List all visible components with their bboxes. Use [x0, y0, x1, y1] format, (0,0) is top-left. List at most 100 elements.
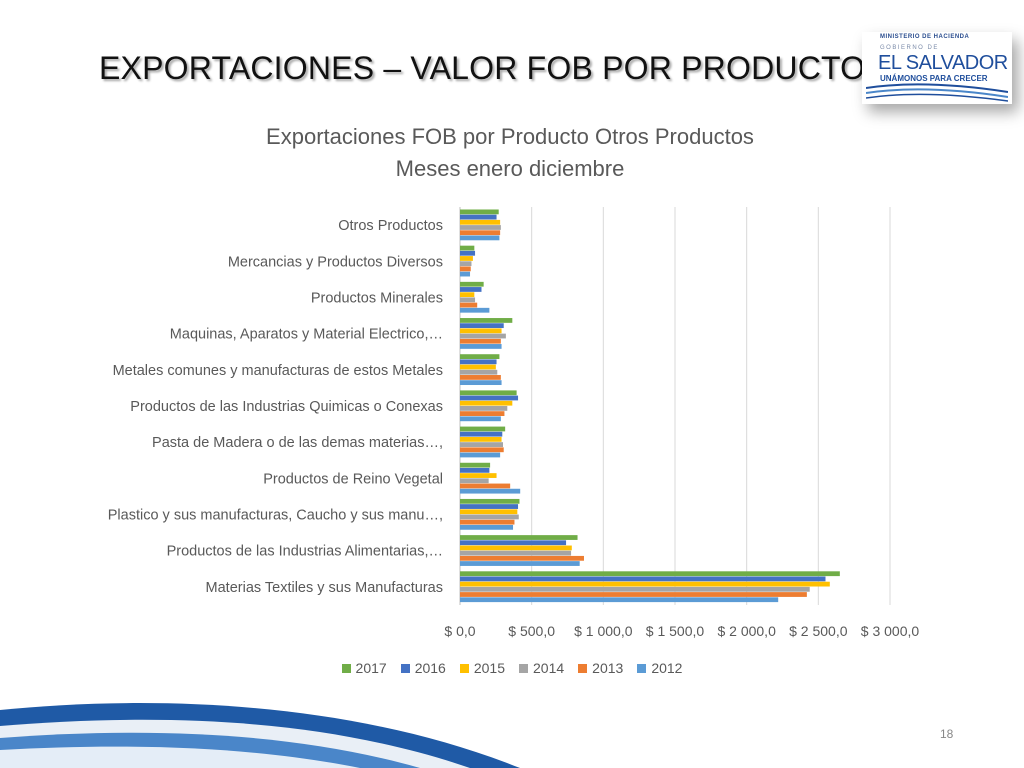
bar-2017 — [460, 354, 500, 360]
bar-2012 — [460, 452, 501, 458]
legend-item-2015: 2015 — [459, 660, 505, 676]
logo-ministry-text: MINISTERIO DE HACIENDA — [880, 34, 970, 40]
legend-item-2016: 2016 — [400, 660, 446, 676]
bar-2013 — [460, 447, 504, 453]
bar-2015 — [460, 400, 513, 406]
bar-2014 — [460, 586, 810, 592]
bar-2015 — [460, 364, 496, 370]
bar-2013 — [460, 519, 515, 525]
bar-2012 — [460, 307, 490, 313]
bar-2014 — [460, 225, 501, 230]
bar-2013 — [460, 266, 471, 272]
legend-swatch — [519, 663, 528, 673]
bar-2017 — [460, 426, 506, 432]
bar-2012 — [460, 235, 500, 241]
category-label: Materias Textiles y sus Manufacturas — [206, 580, 443, 596]
bar-2013 — [460, 375, 501, 380]
bar-2017 — [460, 498, 520, 504]
bar-2015 — [460, 436, 502, 442]
legend-label: 2016 — [414, 660, 446, 676]
bar-2014 — [460, 478, 489, 484]
legend-label: 2017 — [355, 660, 387, 676]
bar-2017 — [460, 390, 517, 396]
decorative-waves — [0, 703, 520, 768]
bar-2013 — [460, 411, 505, 416]
legend-label: 2014 — [533, 660, 565, 676]
logo-country-text: EL SALVADOR — [878, 52, 1008, 74]
chart-legend: 2017 2016 2015 2014 2013 2012 — [0, 660, 1024, 676]
category-label: Mercancias y Productos Diversos — [228, 254, 443, 270]
bar-2014 — [460, 442, 503, 447]
bar-2016 — [460, 250, 476, 256]
category-label: Productos Minerales — [311, 290, 443, 306]
bar-2017 — [460, 281, 484, 287]
legend-swatch — [341, 663, 351, 673]
chart-subtitle: Meses enero diciembre — [395, 156, 625, 181]
legend-swatch — [459, 663, 469, 673]
bar-2017 — [460, 318, 513, 323]
bar-2016 — [460, 287, 482, 292]
legend-swatch — [400, 663, 410, 673]
bar-2012 — [460, 597, 779, 603]
bar-2015 — [460, 219, 501, 225]
category-label: Plastico y sus manufacturas, Caucho y su… — [108, 508, 443, 524]
bar-2013 — [460, 230, 501, 236]
bar-2015 — [460, 509, 518, 515]
bar-2014 — [460, 297, 476, 303]
bar-2016 — [460, 323, 504, 329]
bar-2016 — [460, 540, 567, 546]
legend-item-2012: 2012 — [637, 660, 682, 676]
bar-2014 — [460, 514, 519, 520]
page-number: 18 — [940, 727, 954, 741]
logo-tagline-text: UNÁMONOS PARA CRECER — [880, 74, 988, 83]
bar-2015 — [460, 292, 475, 298]
legend-label: 2013 — [592, 660, 624, 676]
legend-item-2014: 2014 — [519, 660, 564, 676]
x-tick-label: $ 3 000,0 — [861, 623, 920, 639]
bar-2014 — [460, 406, 508, 411]
logo-government-text: GOBIERNO DE — [880, 45, 939, 51]
category-label: Productos de las Industrias Alimentarias… — [167, 544, 443, 560]
bar-2015 — [460, 473, 497, 478]
bar-2016 — [460, 359, 497, 365]
slide-title: EXPORTACIONES – VALOR FOB POR PRODUCTOS — [99, 50, 887, 86]
bar-2012 — [460, 561, 580, 566]
bar-2013 — [460, 592, 807, 597]
bar-2012 — [460, 488, 521, 494]
el-salvador-logo: MINISTERIO DE HACIENDA GOBIERNO DE EL SA… — [862, 32, 1012, 104]
bar-2012 — [460, 416, 501, 422]
category-label: Productos de las Industrias Quimicas o C… — [130, 399, 443, 415]
bar-2016 — [460, 504, 519, 509]
bar-2013 — [460, 555, 584, 561]
bar-2017 — [460, 462, 491, 468]
legend-item-2017: 2017 — [341, 660, 387, 676]
x-tick-label: $ 1 500,0 — [646, 623, 705, 639]
category-label: Otros Productos — [338, 218, 443, 234]
bar-2017 — [460, 535, 578, 540]
x-tick-label: $ 500,0 — [508, 623, 555, 639]
bar-2014 — [460, 369, 498, 375]
bar-2012 — [460, 524, 514, 530]
bar-2017 — [460, 209, 499, 215]
legend-swatch — [637, 663, 647, 673]
category-label: Pasta de Madera o de las demas materias…… — [152, 435, 443, 451]
chart-title: Exportaciones FOB por Producto Otros Pro… — [266, 124, 754, 149]
legend-label: 2015 — [473, 660, 505, 676]
bar-2016 — [460, 576, 826, 582]
bar-2014 — [460, 333, 506, 339]
x-tick-label: $ 2 000,0 — [717, 623, 776, 639]
bar-2017 — [460, 571, 840, 577]
bar-2012 — [460, 271, 471, 277]
logo-waves-icon — [866, 83, 1008, 102]
x-tick-label: $ 1 000,0 — [574, 623, 633, 639]
bar-2016 — [460, 467, 490, 473]
bar-2017 — [460, 245, 475, 251]
category-label: Maquinas, Aparatos y Material Electrico,… — [170, 327, 443, 343]
bar-2013 — [460, 302, 478, 308]
bar-2016 — [460, 431, 503, 437]
bar-2015 — [460, 256, 473, 261]
bar-2013 — [460, 483, 511, 489]
bar-2016 — [460, 395, 519, 401]
bar-2012 — [460, 344, 502, 349]
